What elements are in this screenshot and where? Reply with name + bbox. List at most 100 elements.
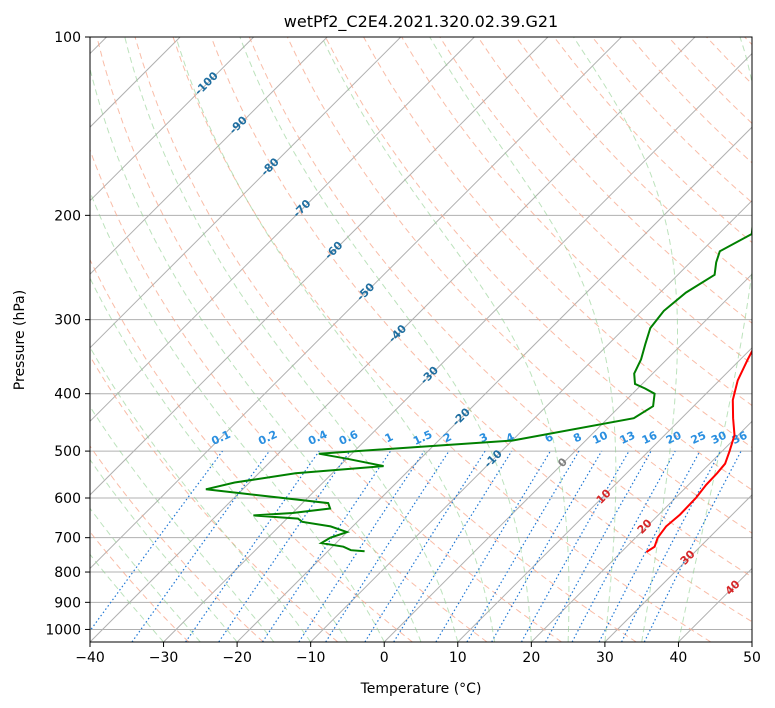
dry-adiabat-line: [515, 37, 752, 284]
x-axis-label: Temperature (°C): [360, 681, 482, 697]
moist-adiabat-line: [573, 37, 678, 642]
mixing-ratio-line: [185, 450, 320, 642]
dry-adiabat-line: [629, 37, 752, 164]
moist-adiabat-line: [90, 405, 275, 642]
dry-adiabat-label: -50: [354, 280, 377, 303]
isotherm-line: [457, 347, 752, 642]
mixing-ratio-label: 30: [709, 429, 729, 447]
dry-adiabat-line: [90, 148, 488, 642]
mixing-ratio-line: [325, 450, 450, 642]
moist-adiabat-line: [90, 190, 385, 642]
isotherm-line: [90, 37, 549, 496]
moist-adiabat-line: [90, 458, 238, 642]
dry-adiabat-line: [90, 531, 190, 642]
mixing-ratio-line: [218, 450, 351, 642]
y-tick-label: 400: [54, 387, 81, 403]
dry-adiabat-label: -90: [227, 113, 250, 136]
mixing-ratio-label: 0.4: [306, 428, 329, 448]
dewpoint-profile-line: [205, 221, 752, 553]
dry-adiabat-line: [172, 37, 712, 642]
mixing-ratio-line: [520, 450, 630, 642]
moist-adiabat-line: [239, 37, 532, 642]
x-tick-label: 30: [596, 650, 614, 666]
y-tick-label: 800: [54, 565, 81, 581]
isotherm-line: [751, 641, 752, 642]
dry-adiabat-label: 20: [635, 516, 655, 536]
isotherm-line: [604, 494, 752, 642]
plot-area-frame: [89, 36, 753, 643]
dry-adiabat-line: [90, 445, 264, 642]
x-tick-label: 10: [449, 650, 467, 666]
isotherm-line: [530, 420, 752, 642]
moist-adiabat-line: [90, 553, 164, 642]
x-tick-label: −30: [149, 650, 179, 666]
dry-adiabat-line: [134, 37, 637, 642]
dry-adiabat-line: [439, 37, 752, 365]
dry-adiabat-line: [286, 37, 752, 534]
mixing-ratio-line: [466, 450, 580, 642]
dry-adiabat-label: 30: [678, 547, 698, 567]
mixing-ratio-label: 0.6: [337, 428, 360, 448]
moist-adiabat-line: [175, 37, 496, 642]
y-tick-label: 100: [54, 30, 81, 46]
mixing-ratio-label: 16: [640, 429, 660, 447]
mixing-ratio-label: 0.1: [209, 428, 232, 448]
mixing-ratio-line: [598, 450, 701, 642]
mixing-ratio-line: [261, 450, 391, 642]
dry-adiabat-line: [248, 37, 752, 578]
dry-adiabat-line: [96, 37, 562, 642]
y-tick-label: 500: [54, 444, 81, 460]
chart-title: wetPf2_C2E4.2021.320.02.39.G21: [284, 12, 558, 32]
mixing-ratio-line: [435, 450, 552, 642]
isotherm-line: [90, 37, 402, 349]
mixing-ratio-label: 1: [383, 430, 395, 445]
dry-adiabat-line: [90, 258, 413, 642]
mixing-ratio-line: [643, 450, 742, 642]
isotherm-line: [90, 37, 328, 275]
isotherm-line: [90, 37, 475, 423]
dry-adiabat-line: [210, 37, 752, 623]
mixing-ratio-line: [298, 450, 425, 642]
isotherm-line: [383, 273, 752, 642]
mixing-ratio-label: 10: [591, 429, 611, 447]
dry-adiabat-line: [553, 37, 752, 244]
moist-adiabat-line: [429, 37, 617, 642]
mixing-ratio-label: 20: [664, 429, 684, 447]
moist-adiabat-line: [124, 37, 459, 642]
x-tick-label: 0: [380, 650, 389, 666]
dry-adiabat-line: [325, 37, 752, 491]
dry-adiabat-label: -70: [290, 197, 313, 220]
mixing-ratio-line: [545, 450, 652, 642]
dry-adiabat-line: [706, 37, 752, 85]
mixing-ratio-line: [393, 450, 513, 642]
mixing-ratio-line: [364, 450, 486, 642]
moist-adiabat-line: [90, 276, 348, 642]
mixing-ratio-label: 8: [571, 430, 583, 445]
mixing-ratio-label: 25: [689, 429, 708, 447]
y-tick-label: 1000: [45, 622, 81, 638]
isotherm-line: [90, 37, 622, 570]
mixing-ratio-label: 1.5: [411, 428, 434, 448]
mixing-ratio-line: [90, 450, 223, 632]
y-tick-label: 900: [54, 595, 81, 611]
x-tick-label: 20: [522, 650, 540, 666]
dry-adiabat-label: -30: [418, 364, 441, 387]
isotherm-line: [163, 52, 752, 642]
temperature-profile-line: [645, 349, 752, 553]
x-tick-label: −40: [75, 650, 105, 666]
x-tick-label: −20: [222, 650, 252, 666]
y-axis-label: Pressure (hPa): [12, 290, 28, 390]
mixing-ratio-label: 0.2: [256, 428, 279, 448]
x-tick-label: −10: [296, 650, 326, 666]
mixing-ratio-line: [571, 450, 676, 642]
y-tick-label: 700: [54, 531, 81, 547]
y-tick-label: 300: [54, 313, 81, 329]
moist-adiabat-line: [90, 507, 201, 642]
y-tick-label: 600: [54, 491, 81, 507]
isotherm-line: [236, 126, 752, 642]
isotherm-line: [90, 37, 255, 202]
moist-adiabat-line: [677, 37, 752, 642]
dry-adiabat-line: [90, 355, 339, 642]
moist-adiabat-line: [90, 66, 422, 642]
